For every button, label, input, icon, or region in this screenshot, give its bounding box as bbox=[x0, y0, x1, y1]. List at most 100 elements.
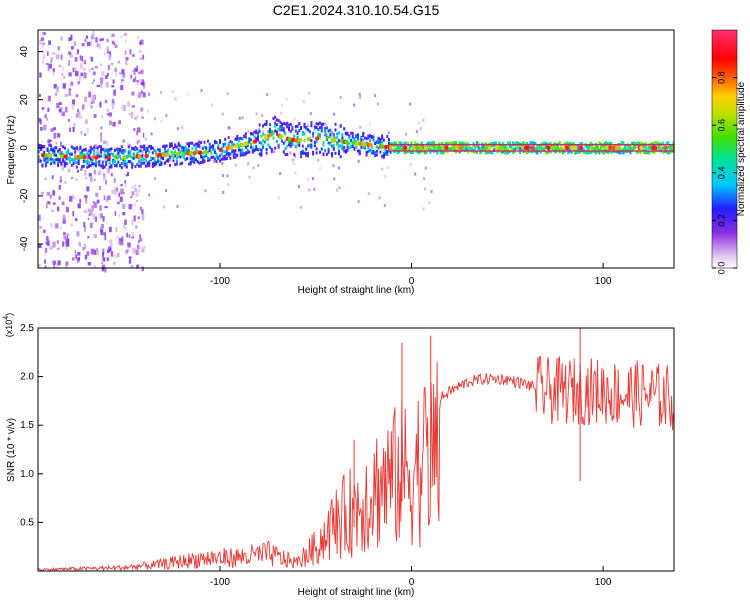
spectrogram-ridge-cell bbox=[372, 138, 375, 142]
spectrogram-noise-cell bbox=[69, 54, 73, 58]
spectrogram-noise-cell bbox=[124, 219, 127, 225]
spectrogram-ridge-cell bbox=[555, 150, 558, 154]
spectrogram-ridge-cell bbox=[367, 145, 370, 149]
spectrogram-ridge-cell bbox=[38, 150, 40, 154]
spectrogram-ridge-cell bbox=[224, 157, 227, 161]
spectrogram-ridge-cell bbox=[162, 145, 165, 148]
spectrogram-ridge-cell bbox=[398, 141, 401, 145]
spectrogram-ridge-cell bbox=[143, 144, 146, 148]
spectrogram-ridge-cell bbox=[313, 125, 316, 129]
spectrogram-ridge-cell bbox=[315, 126, 318, 130]
spectrogram-ridge-cell bbox=[329, 142, 332, 146]
spectrogram-ridge-cell bbox=[143, 147, 146, 151]
spectrogram-noise-cell bbox=[56, 103, 60, 109]
spectrogram-ridge-cell bbox=[144, 164, 147, 168]
spectrogram-ridge-cell bbox=[375, 153, 378, 157]
spectrogram-noise-cell bbox=[131, 219, 134, 226]
spectrogram-noise-cell bbox=[118, 214, 121, 218]
spectrogram-noise-cell bbox=[43, 124, 47, 131]
spectrogram-ridge-cell bbox=[351, 131, 354, 135]
spectrogram-ridge-cell bbox=[515, 146, 518, 150]
spectrogram-ridge-peak bbox=[444, 145, 449, 150]
spectrogram-noise-cell bbox=[102, 216, 105, 222]
spectrogram-noise-cell bbox=[71, 46, 74, 50]
spectrogram-noise-cell bbox=[160, 90, 162, 94]
spectrogram-ridge-cell bbox=[89, 163, 92, 167]
spectrogram-noise-cell bbox=[419, 127, 422, 131]
spectrogram-noise-cell bbox=[222, 190, 225, 194]
spectrogram-ridge-cell bbox=[113, 148, 116, 152]
spectrogram-noise-cell bbox=[87, 236, 90, 239]
spectrogram-noise-cell bbox=[103, 173, 106, 179]
spectrogram-ridge-peak bbox=[306, 136, 311, 142]
spectrogram-ridge-cell bbox=[39, 159, 42, 163]
spectrogram-ridge-cell bbox=[263, 140, 266, 144]
spectrogram-noise-cell bbox=[409, 102, 412, 106]
spectrogram-ridge-cell bbox=[310, 121, 313, 125]
spectrogram-ridge-cell bbox=[639, 150, 642, 154]
spectrogram-ridge-cell bbox=[429, 150, 432, 154]
spectrogram-ridge-cell bbox=[632, 145, 635, 149]
spectrogram-noise-cell bbox=[104, 267, 107, 273]
spectrogram-ridge-cell bbox=[538, 148, 540, 152]
spectrogram-ridge-cell bbox=[603, 142, 606, 146]
spectrogram-noise-cell bbox=[75, 113, 79, 118]
spectrogram-ridge-cell bbox=[63, 146, 66, 150]
spectrogram-noise-cell bbox=[386, 165, 389, 169]
spectrogram-ridge-cell bbox=[177, 148, 180, 152]
spectrogram-ridge-cell bbox=[153, 163, 156, 167]
spectrogram-noise-cell bbox=[91, 98, 95, 104]
spectrogram-ridge-cell bbox=[124, 149, 127, 153]
spectrogram-ridge-cell bbox=[260, 148, 263, 152]
spectrogram-ridge-cell bbox=[529, 141, 532, 145]
spectrogram-noise-cell bbox=[114, 211, 117, 216]
colorbar-tick-label: 0.2 bbox=[717, 214, 727, 227]
spectrogram-ridge-cell bbox=[262, 146, 265, 149]
spectrogram-ridge-cell bbox=[334, 151, 337, 155]
spectrogram-ridge-cell bbox=[388, 138, 390, 142]
spectrogram-ridge-cell bbox=[224, 142, 227, 146]
spectrogram-ridge-cell bbox=[146, 146, 149, 150]
spectrogram-ridge-cell bbox=[284, 122, 287, 126]
spectrogram-ridge-cell bbox=[622, 141, 625, 145]
spectrogram-noise-cell bbox=[47, 51, 49, 56]
spectrogram-x-tick-label: 0 bbox=[409, 276, 415, 287]
spectrogram-ridge-cell bbox=[558, 150, 561, 154]
spectrogram-ridge-cell bbox=[103, 153, 106, 157]
spectrogram-ridge-cell bbox=[75, 165, 78, 169]
spectrogram-noise-cell bbox=[67, 168, 71, 173]
spectrogram-noise-cell bbox=[87, 208, 91, 212]
spectrogram-ridge-cell bbox=[377, 137, 380, 141]
spectrogram-ridge-cell bbox=[89, 148, 92, 152]
spectrogram-ridge-cell bbox=[250, 145, 253, 149]
spectrogram-ridge-cell bbox=[662, 146, 665, 150]
spectrogram-noise-cell bbox=[108, 112, 113, 117]
spectrogram-noise-cell bbox=[41, 140, 43, 144]
snr-y-tick-label: 1.0 bbox=[20, 469, 34, 480]
spectrogram-noise-cell bbox=[414, 172, 417, 176]
spectrogram-ridge-cell bbox=[289, 144, 292, 148]
spectrogram-ridge-cell bbox=[246, 151, 249, 155]
spectrogram-noise-cell bbox=[92, 31, 95, 36]
spectrogram-noise-cell bbox=[65, 246, 68, 250]
spectrogram-noise-cell bbox=[68, 37, 72, 41]
spectrogram-ridge-cell bbox=[484, 151, 487, 155]
spectrogram-noise-cell bbox=[104, 234, 107, 241]
spectrogram-noise-cell bbox=[58, 108, 61, 113]
spectrogram-noise-cell bbox=[108, 226, 112, 233]
spectrogram-noise-cell bbox=[131, 231, 135, 238]
spectrogram-ridge-cell bbox=[463, 144, 466, 148]
spectrogram-noise-cell bbox=[122, 139, 126, 143]
spectrogram-ridge-cell bbox=[472, 143, 475, 147]
spectrogram-ridge-cell bbox=[157, 159, 159, 163]
spectrogram-ridge-cell bbox=[367, 134, 370, 138]
spectrogram-ridge-cell bbox=[103, 165, 106, 169]
spectrogram-noise-cell bbox=[69, 195, 73, 202]
spectrogram-ridge-cell bbox=[262, 144, 265, 148]
spectrogram-ridge-cell bbox=[519, 146, 521, 150]
spectrogram-ridge-cell bbox=[369, 138, 371, 142]
spectrogram-ridge-cell bbox=[200, 161, 203, 164]
spectrogram-ridge-cell bbox=[215, 159, 218, 163]
spectrogram-ridge-cell bbox=[336, 132, 339, 136]
spectrogram-ridge-cell bbox=[62, 157, 65, 161]
